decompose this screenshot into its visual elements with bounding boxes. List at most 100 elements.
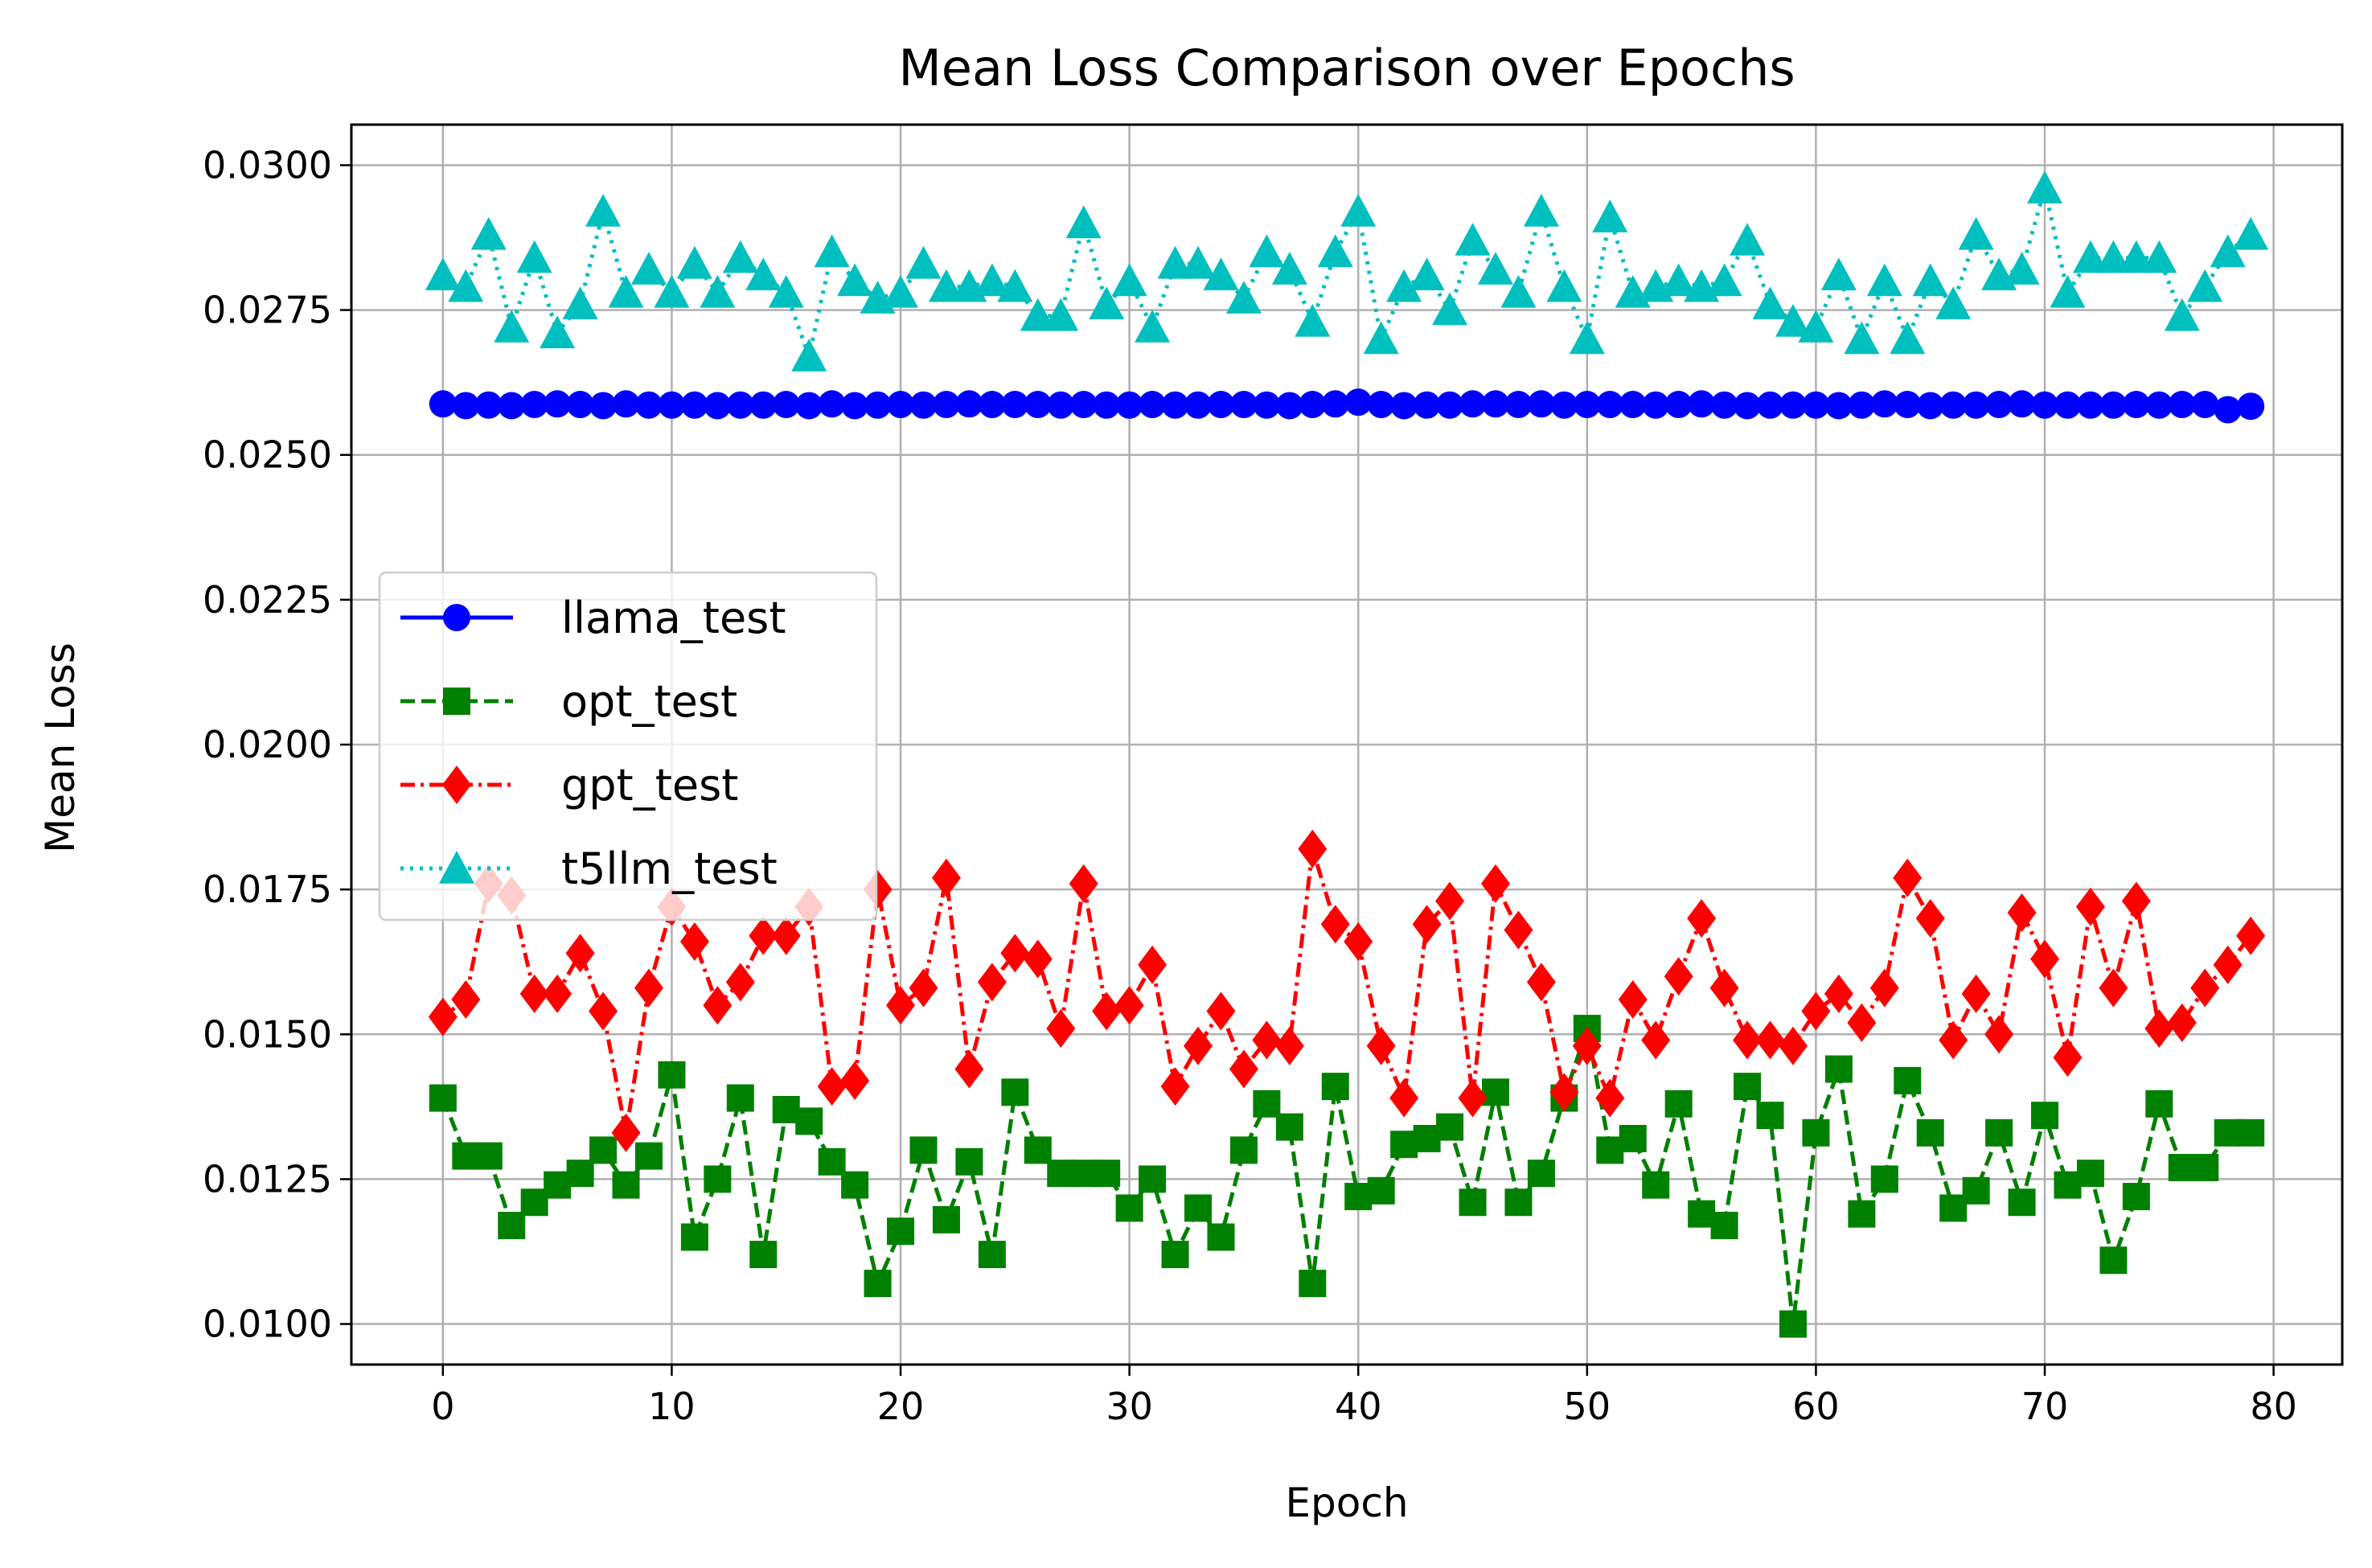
data-point	[1184, 1194, 1213, 1222]
data-point	[955, 390, 983, 418]
legend-label: opt_test	[561, 676, 737, 727]
data-point	[2095, 240, 2132, 273]
x-axis-label: Epoch	[1285, 1480, 1408, 1526]
data-point	[1481, 1078, 1509, 1106]
data-point	[1572, 1026, 1602, 1065]
data-point	[608, 274, 644, 308]
data-point	[2191, 391, 2219, 419]
x-tick-label: 60	[1792, 1385, 1840, 1428]
data-point	[658, 1061, 686, 1089]
data-point	[1436, 391, 1464, 419]
series-layer	[425, 170, 2269, 1338]
data-point	[1275, 392, 1303, 420]
data-point	[1710, 391, 1738, 419]
x-tick-label: 10	[648, 1385, 696, 1428]
data-point	[1664, 1090, 1693, 1118]
data-point	[1274, 1026, 1304, 1065]
data-point	[1641, 1020, 1671, 1060]
data-point	[2118, 240, 2154, 273]
data-point	[2167, 1003, 2197, 1042]
data-point	[1642, 391, 1670, 419]
data-point	[676, 245, 712, 279]
data-point	[1984, 1015, 2014, 1054]
data-point	[2008, 1188, 2036, 1217]
data-point	[543, 974, 572, 1013]
data-point	[1734, 1073, 1762, 1101]
legend-label: t5llm_test	[561, 844, 778, 894]
data-point	[1894, 391, 1922, 419]
data-point	[1734, 392, 1762, 420]
data-point	[448, 269, 484, 302]
data-point	[612, 1171, 640, 1199]
data-point	[932, 1205, 960, 1233]
data-point	[1504, 1188, 1533, 1217]
data-point	[955, 1147, 983, 1176]
data-point	[498, 1212, 526, 1240]
data-point	[749, 1241, 778, 1269]
data-point	[474, 1142, 503, 1170]
data-point	[544, 390, 572, 418]
data-point	[1043, 298, 1079, 331]
data-point	[1225, 281, 1262, 314]
y-tick-label: 0.0150	[203, 1012, 332, 1056]
data-point	[1093, 391, 1121, 419]
data-point	[2054, 1171, 2082, 1199]
data-point	[1413, 391, 1441, 419]
data-point	[1321, 390, 1349, 418]
data-point	[1092, 991, 1122, 1031]
data-point	[1139, 391, 1167, 419]
data-point	[1115, 391, 1143, 419]
data-point	[932, 391, 960, 419]
x-tick-label: 70	[2021, 1385, 2069, 1428]
data-point	[1157, 245, 1193, 279]
data-point	[1710, 1212, 1738, 1240]
data-point	[2121, 881, 2151, 921]
data-point	[1752, 286, 1788, 320]
data-point	[2099, 968, 2128, 1008]
data-point	[2122, 391, 2150, 419]
data-point	[1024, 1136, 1052, 1164]
y-tick-label: 0.0300	[203, 143, 332, 187]
data-point	[2237, 392, 2265, 421]
data-point	[1299, 391, 1327, 419]
data-point	[1477, 252, 1513, 285]
legend-marker	[443, 604, 470, 631]
data-point	[654, 274, 690, 308]
data-point	[1069, 391, 1098, 419]
data-point	[722, 240, 758, 273]
data-point	[1435, 881, 1465, 921]
data-point	[452, 392, 480, 420]
data-point	[1824, 1055, 1853, 1083]
data-point	[1573, 391, 1601, 419]
data-point	[1779, 391, 1807, 419]
data-point	[1275, 1113, 1303, 1141]
data-point	[1390, 1131, 1418, 1159]
data-point	[2145, 1090, 2173, 1118]
data-point	[1848, 391, 1876, 419]
data-point	[1847, 1003, 1877, 1042]
data-point	[1207, 1223, 1235, 1251]
legend: llama_test opt_test gpt_test t5llm_test	[378, 571, 878, 922]
data-point	[1069, 1160, 1098, 1188]
data-point	[612, 390, 640, 418]
data-point	[1962, 391, 1990, 419]
data-point	[1527, 390, 1555, 418]
data-point	[1935, 286, 1972, 320]
data-point	[837, 263, 873, 297]
data-point	[1249, 234, 1285, 268]
data-point	[1500, 274, 1537, 308]
data-point	[1111, 263, 1147, 297]
data-point	[2027, 170, 2063, 203]
data-point	[1869, 968, 1899, 1008]
data-point	[1958, 216, 1994, 250]
data-point	[1894, 1066, 1922, 1094]
data-point	[909, 1136, 938, 1164]
data-point	[2099, 391, 2128, 419]
data-point	[1432, 292, 1468, 326]
legend-marker	[439, 851, 474, 884]
data-point	[795, 392, 823, 420]
data-point	[1480, 864, 1510, 903]
data-point	[679, 922, 709, 961]
legend-label: llama_test	[561, 593, 786, 643]
data-point	[1253, 391, 1281, 419]
